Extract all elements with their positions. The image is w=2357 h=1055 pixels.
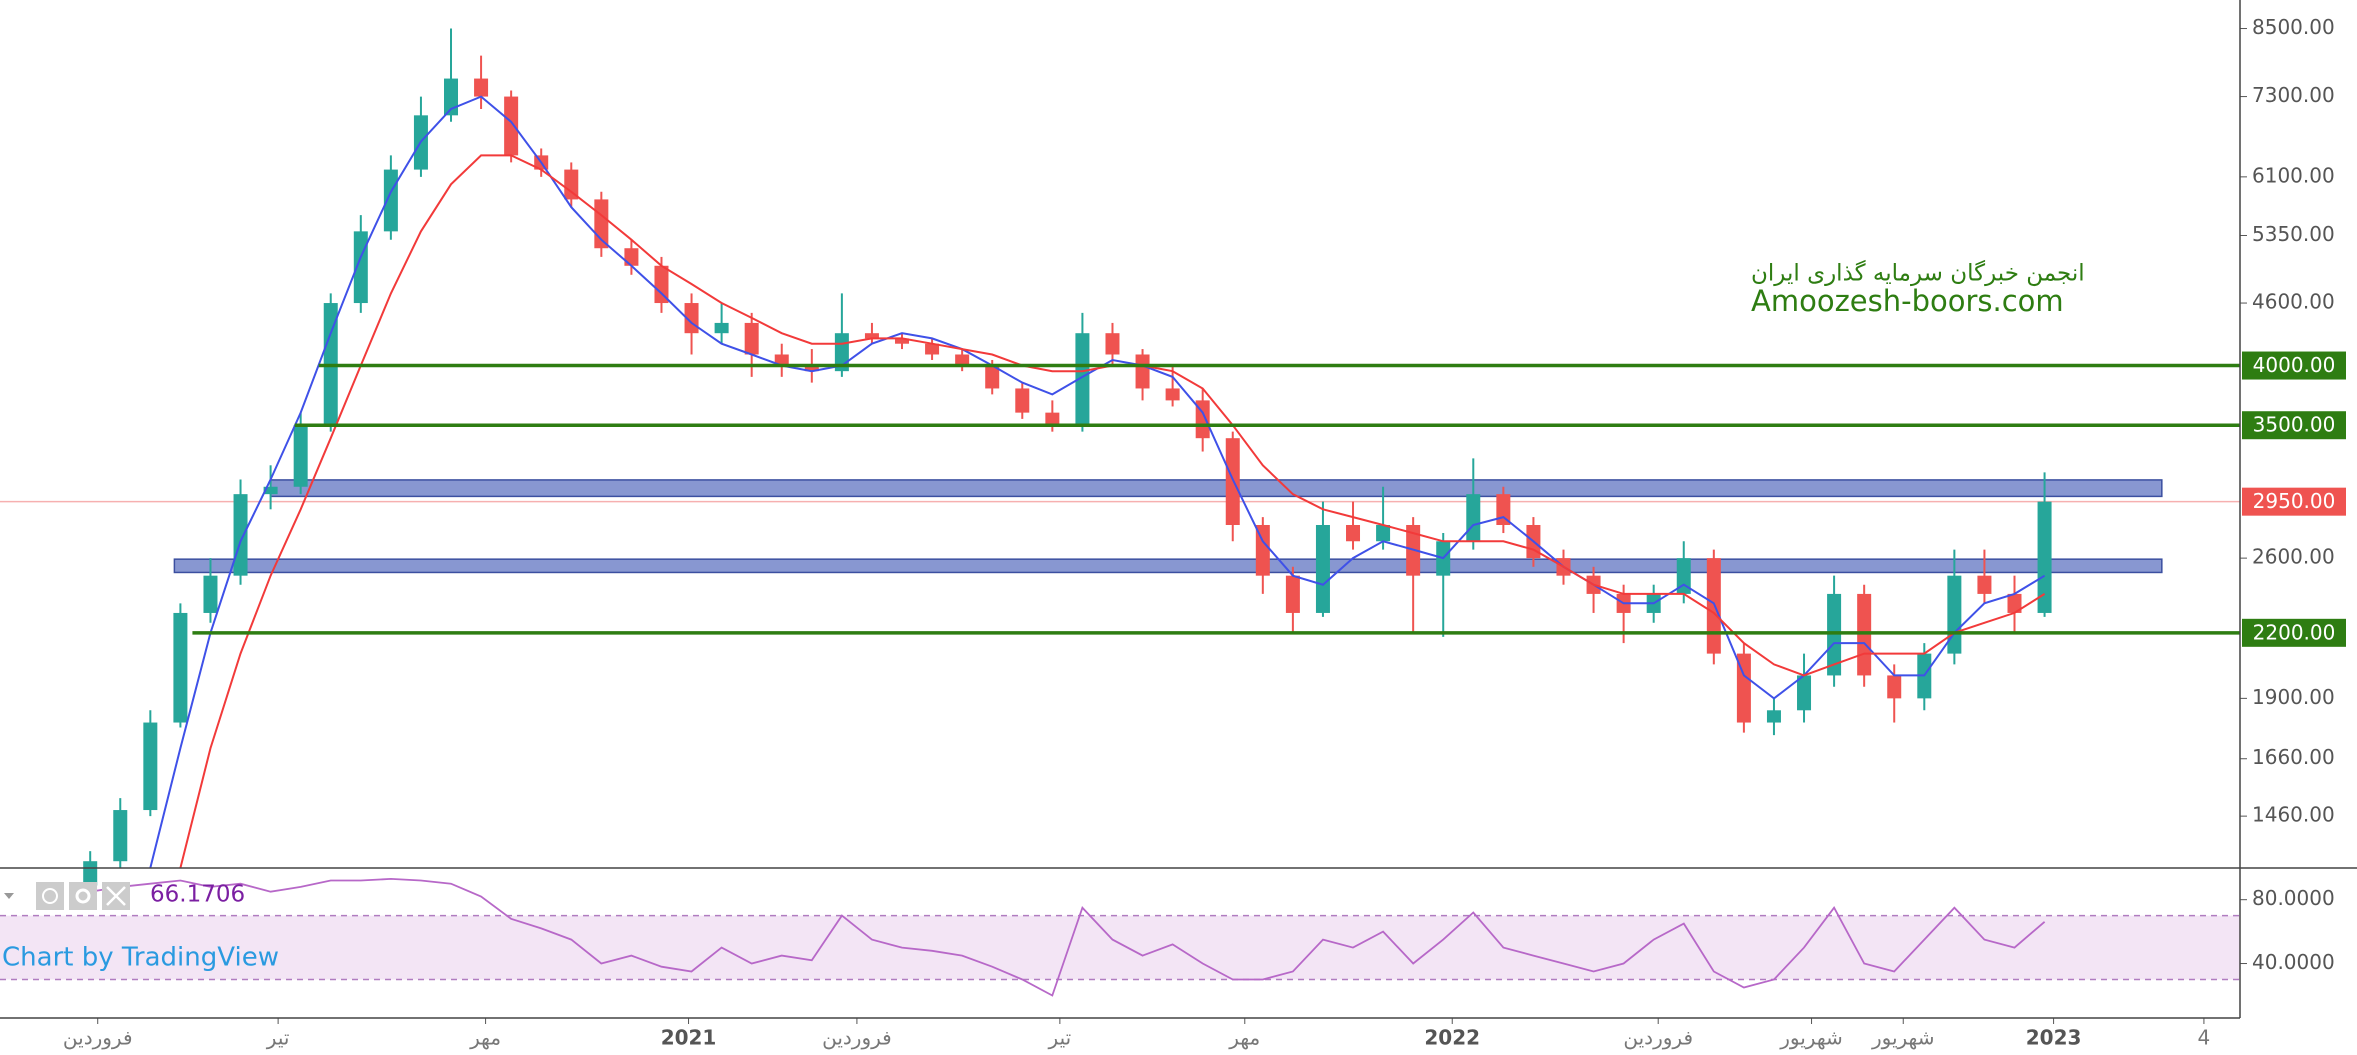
candle-body — [1285, 575, 1300, 613]
candle-body — [774, 354, 789, 366]
candle-body — [804, 365, 819, 372]
axis-layer: 4000.00 3500.00 2200.00 8500.00 7300.00 6100.… — [63, 15, 2346, 1050]
x-tick-label: مهر — [469, 1026, 501, 1050]
candle-body — [1676, 558, 1691, 594]
candle-body — [1165, 388, 1180, 401]
zone — [173, 558, 2163, 574]
x-tick-label: 2023 — [2026, 1026, 2082, 1050]
candle-body — [1947, 575, 1962, 654]
candle-body — [1135, 354, 1150, 389]
y-tick-label: 4600.00 — [2252, 290, 2335, 314]
candle-body — [1105, 333, 1120, 355]
x-tick-label: فروردین — [822, 1026, 892, 1050]
y-tick-label: 1460.00 — [2252, 803, 2335, 827]
candle-body — [1887, 675, 1902, 699]
x-tick-label: 2021 — [661, 1026, 717, 1050]
y-tick-label: 6100.00 — [2252, 163, 2335, 187]
rsi-y-tick-label: 40.0000 — [2252, 950, 2335, 974]
level-label-box — [2242, 351, 2346, 380]
candle-body — [2037, 501, 2052, 613]
candle-body — [744, 322, 759, 355]
x-tick-label: 4 — [2198, 1026, 2211, 1050]
candle-body — [1466, 494, 1481, 542]
candle-body — [985, 365, 1000, 389]
eye — [42, 888, 58, 904]
watermark[interactable]: Chart by TradingView — [2, 943, 279, 973]
collapse-arrow[interactable] — [4, 893, 14, 899]
y-tick-label: 5350.00 — [2252, 222, 2335, 246]
candle-body — [925, 343, 940, 355]
candle-body — [1736, 653, 1751, 723]
candle-body — [113, 810, 128, 862]
level-label: 4000.00 — [2253, 353, 2336, 377]
candle-body — [1797, 675, 1812, 711]
candle-body — [233, 494, 248, 576]
candle-body — [263, 486, 278, 495]
candle-body — [1766, 710, 1781, 723]
zone — [269, 479, 2163, 498]
rsi-band — [0, 915, 2240, 980]
x-tick-label: تیر — [266, 1026, 290, 1050]
candle-body — [714, 322, 729, 334]
candle-body — [1255, 524, 1270, 576]
x-tick-label: 2022 — [1424, 1026, 1480, 1050]
candle-body — [1977, 575, 1992, 594]
candle-body — [2007, 593, 2022, 613]
candle-body — [203, 575, 218, 613]
candle-body — [1075, 333, 1090, 426]
candle-body — [293, 425, 308, 487]
settings-icon[interactable] — [69, 882, 97, 910]
x-tick-label: تیر — [1048, 1026, 1072, 1050]
candle-body — [1346, 524, 1361, 542]
level-label-box — [2242, 618, 2346, 647]
y-tick-label: 2600.00 — [2252, 545, 2335, 569]
candle-body — [654, 265, 669, 304]
cross — [106, 886, 126, 906]
candle-body — [1315, 524, 1330, 613]
annotation-website: Amoozesh-boors.com — [1751, 284, 2064, 318]
candle-body — [895, 338, 910, 344]
x-tick-label: فروردین — [63, 1026, 133, 1050]
x-tick-label: فروردین — [1623, 1026, 1693, 1050]
rsi-line — [90, 877, 2046, 997]
indicator-controls[interactable] — [4, 882, 130, 910]
y-tick-label: 1900.00 — [2252, 685, 2335, 709]
visibility-icon[interactable] — [36, 882, 64, 910]
candle-body — [955, 354, 970, 366]
candle-body — [864, 333, 879, 339]
marks-layer — [83, 28, 2240, 997]
candle-body — [564, 169, 579, 200]
candle-body — [504, 96, 519, 156]
annotation-persian: انجمن خبرگان سرمایه گذاری ایران — [1751, 260, 2085, 287]
candle-body — [1376, 524, 1391, 542]
x-tick-label: مهر — [1228, 1026, 1260, 1050]
x-tick-label: شهریور — [1871, 1026, 1935, 1050]
rsi-y-tick-label: 80.0000 — [2252, 886, 2335, 910]
candle-body — [1857, 593, 1872, 676]
last-price-label: 2950.00 — [2253, 489, 2336, 513]
candle-body — [83, 861, 98, 886]
candle-body — [1015, 388, 1030, 413]
candle-body — [143, 722, 158, 811]
candle-body — [444, 78, 459, 116]
level-label-box — [2242, 411, 2346, 440]
candle-body — [173, 612, 188, 723]
overlay-layer — [0, 479, 2240, 981]
level-label: 3500.00 — [2253, 413, 2336, 437]
y-tick-label: 7300.00 — [2252, 83, 2335, 107]
y-tick-label: 8500.00 — [2252, 15, 2335, 39]
candle-body — [474, 78, 489, 97]
candle-body — [1045, 412, 1060, 426]
last-price-box — [2242, 487, 2346, 516]
candle-body — [1827, 593, 1842, 676]
level-label: 2200.00 — [2253, 620, 2336, 644]
rsi-value: 66.1706 — [150, 882, 245, 908]
candle-body — [624, 248, 639, 266]
y-tick-label: 1660.00 — [2252, 745, 2335, 769]
gear — [75, 888, 91, 904]
x-tick-label: شهریور — [1779, 1026, 1843, 1050]
